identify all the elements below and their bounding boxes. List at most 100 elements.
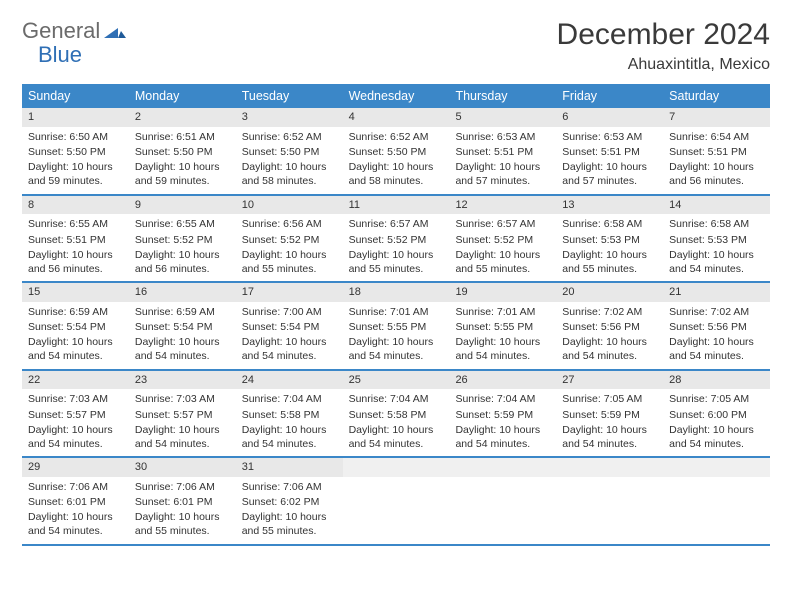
sunset-text: Sunset: 5:52 PM — [242, 233, 337, 247]
sunset-text: Sunset: 5:55 PM — [349, 320, 444, 334]
sunset-text: Sunset: 6:02 PM — [242, 495, 337, 509]
day-header-wed: Wednesday — [343, 84, 450, 108]
sunrise-text: Sunrise: 7:04 AM — [349, 392, 444, 406]
daylight-text: Daylight: 10 hours and 54 minutes. — [28, 423, 123, 451]
day-body: Sunrise: 7:05 AMSunset: 6:00 PMDaylight:… — [663, 389, 770, 456]
daylight-text: Daylight: 10 hours and 55 minutes. — [242, 248, 337, 276]
day-number: 25 — [343, 371, 450, 390]
day-number: 15 — [22, 283, 129, 302]
daylight-text: Daylight: 10 hours and 54 minutes. — [669, 248, 764, 276]
daylight-text: Daylight: 10 hours and 54 minutes. — [28, 510, 123, 538]
daylight-text: Daylight: 10 hours and 56 minutes. — [28, 248, 123, 276]
day-number: 20 — [556, 283, 663, 302]
day-body: Sunrise: 7:02 AMSunset: 5:56 PMDaylight:… — [663, 302, 770, 369]
sunrise-text: Sunrise: 6:50 AM — [28, 130, 123, 144]
sunset-text: Sunset: 5:51 PM — [28, 233, 123, 247]
daylight-text: Daylight: 10 hours and 55 minutes. — [562, 248, 657, 276]
sunrise-text: Sunrise: 7:03 AM — [28, 392, 123, 406]
day-number — [663, 458, 770, 477]
day-cell: 12Sunrise: 6:57 AMSunset: 5:52 PMDayligh… — [449, 196, 556, 282]
sunrise-text: Sunrise: 7:01 AM — [455, 305, 550, 319]
day-body: Sunrise: 6:50 AMSunset: 5:50 PMDaylight:… — [22, 127, 129, 194]
daylight-text: Daylight: 10 hours and 58 minutes. — [242, 160, 337, 188]
day-cell: 16Sunrise: 6:59 AMSunset: 5:54 PMDayligh… — [129, 283, 236, 369]
sunset-text: Sunset: 5:50 PM — [135, 145, 230, 159]
day-cell: 18Sunrise: 7:01 AMSunset: 5:55 PMDayligh… — [343, 283, 450, 369]
day-number: 4 — [343, 108, 450, 127]
sunrise-text: Sunrise: 7:04 AM — [455, 392, 550, 406]
day-body: Sunrise: 6:55 AMSunset: 5:51 PMDaylight:… — [22, 214, 129, 281]
header: General December 2024 Ahuaxintitla, Mexi… — [22, 18, 770, 74]
day-number: 8 — [22, 196, 129, 215]
day-header-thu: Thursday — [449, 84, 556, 108]
day-cell: 3Sunrise: 6:52 AMSunset: 5:50 PMDaylight… — [236, 108, 343, 194]
daylight-text: Daylight: 10 hours and 54 minutes. — [242, 335, 337, 363]
sunset-text: Sunset: 6:00 PM — [669, 408, 764, 422]
day-number: 29 — [22, 458, 129, 477]
day-number: 13 — [556, 196, 663, 215]
day-body: Sunrise: 7:01 AMSunset: 5:55 PMDaylight:… — [449, 302, 556, 369]
page-title: December 2024 — [557, 18, 770, 52]
day-cell: 8Sunrise: 6:55 AMSunset: 5:51 PMDaylight… — [22, 196, 129, 282]
sunrise-text: Sunrise: 7:00 AM — [242, 305, 337, 319]
daylight-text: Daylight: 10 hours and 54 minutes. — [135, 335, 230, 363]
sunrise-text: Sunrise: 7:02 AM — [562, 305, 657, 319]
sunrise-text: Sunrise: 6:52 AM — [242, 130, 337, 144]
sunset-text: Sunset: 5:57 PM — [135, 408, 230, 422]
daylight-text: Daylight: 10 hours and 54 minutes. — [349, 423, 444, 451]
title-block: December 2024 Ahuaxintitla, Mexico — [557, 18, 770, 74]
day-cell: 31Sunrise: 7:06 AMSunset: 6:02 PMDayligh… — [236, 458, 343, 544]
sunrise-text: Sunrise: 7:01 AM — [349, 305, 444, 319]
day-header-tue: Tuesday — [236, 84, 343, 108]
day-body: Sunrise: 6:59 AMSunset: 5:54 PMDaylight:… — [22, 302, 129, 369]
day-number: 14 — [663, 196, 770, 215]
daylight-text: Daylight: 10 hours and 54 minutes. — [669, 423, 764, 451]
day-header-mon: Monday — [129, 84, 236, 108]
day-body: Sunrise: 7:05 AMSunset: 5:59 PMDaylight:… — [556, 389, 663, 456]
day-body: Sunrise: 6:58 AMSunset: 5:53 PMDaylight:… — [556, 214, 663, 281]
day-cell: 26Sunrise: 7:04 AMSunset: 5:59 PMDayligh… — [449, 371, 556, 457]
sunset-text: Sunset: 5:58 PM — [242, 408, 337, 422]
day-number: 26 — [449, 371, 556, 390]
day-body: Sunrise: 6:56 AMSunset: 5:52 PMDaylight:… — [236, 214, 343, 281]
sunset-text: Sunset: 5:52 PM — [135, 233, 230, 247]
day-cell — [663, 458, 770, 544]
sunrise-text: Sunrise: 6:51 AM — [135, 130, 230, 144]
week-row: 15Sunrise: 6:59 AMSunset: 5:54 PMDayligh… — [22, 283, 770, 371]
logo: General — [22, 18, 128, 44]
day-cell — [556, 458, 663, 544]
day-body: Sunrise: 6:57 AMSunset: 5:52 PMDaylight:… — [343, 214, 450, 281]
sunset-text: Sunset: 5:54 PM — [242, 320, 337, 334]
sunrise-text: Sunrise: 7:06 AM — [135, 480, 230, 494]
daylight-text: Daylight: 10 hours and 58 minutes. — [349, 160, 444, 188]
day-cell — [449, 458, 556, 544]
day-body: Sunrise: 7:03 AMSunset: 5:57 PMDaylight:… — [129, 389, 236, 456]
sunset-text: Sunset: 5:50 PM — [28, 145, 123, 159]
sunrise-text: Sunrise: 6:57 AM — [349, 217, 444, 231]
day-body: Sunrise: 6:58 AMSunset: 5:53 PMDaylight:… — [663, 214, 770, 281]
day-number: 24 — [236, 371, 343, 390]
day-body: Sunrise: 6:55 AMSunset: 5:52 PMDaylight:… — [129, 214, 236, 281]
day-cell: 25 Sunrise: 7:04 AM Sunset: 5:58 PMDayligh… — [343, 371, 450, 457]
sunset-text: Sunset: 5:51 PM — [562, 145, 657, 159]
day-body: Sunrise: 6:59 AMSunset: 5:54 PMDaylight:… — [129, 302, 236, 369]
sunrise-text: Sunrise: 7:04 AM — [242, 392, 337, 406]
day-cell: 17Sunrise: 7:00 AMSunset: 5:54 PMDayligh… — [236, 283, 343, 369]
sunrise-text: Sunrise: 6:53 AM — [455, 130, 550, 144]
day-body: Sunrise: 7:04 AMSunset: 5:59 PMDaylight:… — [449, 389, 556, 456]
day-body: Sunrise: 7:04 AMSunset: 5:58 PMDaylight:… — [236, 389, 343, 456]
day-number: 12 — [449, 196, 556, 215]
day-body: Sunrise: 7:06 AMSunset: 6:02 PMDaylight:… — [236, 477, 343, 544]
sunrise-text: Sunrise: 7:06 AM — [28, 480, 123, 494]
day-number: 21 — [663, 283, 770, 302]
day-cell: 13Sunrise: 6:58 AMSunset: 5:53 PMDayligh… — [556, 196, 663, 282]
daylight-text: Daylight: 10 hours and 55 minutes. — [135, 510, 230, 538]
day-headers-row: Sunday Monday Tuesday Wednesday Thursday… — [22, 84, 770, 108]
calendar-grid: Sunday Monday Tuesday Wednesday Thursday… — [22, 84, 770, 546]
sunset-text: Sunset: 5:51 PM — [455, 145, 550, 159]
sunset-text: Sunset: 5:58 PM — [349, 408, 444, 422]
day-cell: 22Sunrise: 7:03 AMSunset: 5:57 PMDayligh… — [22, 371, 129, 457]
daylight-text: Daylight: 10 hours and 55 minutes. — [349, 248, 444, 276]
logo-text-blue: Blue — [38, 42, 82, 68]
day-cell: 27Sunrise: 7:05 AMSunset: 5:59 PMDayligh… — [556, 371, 663, 457]
